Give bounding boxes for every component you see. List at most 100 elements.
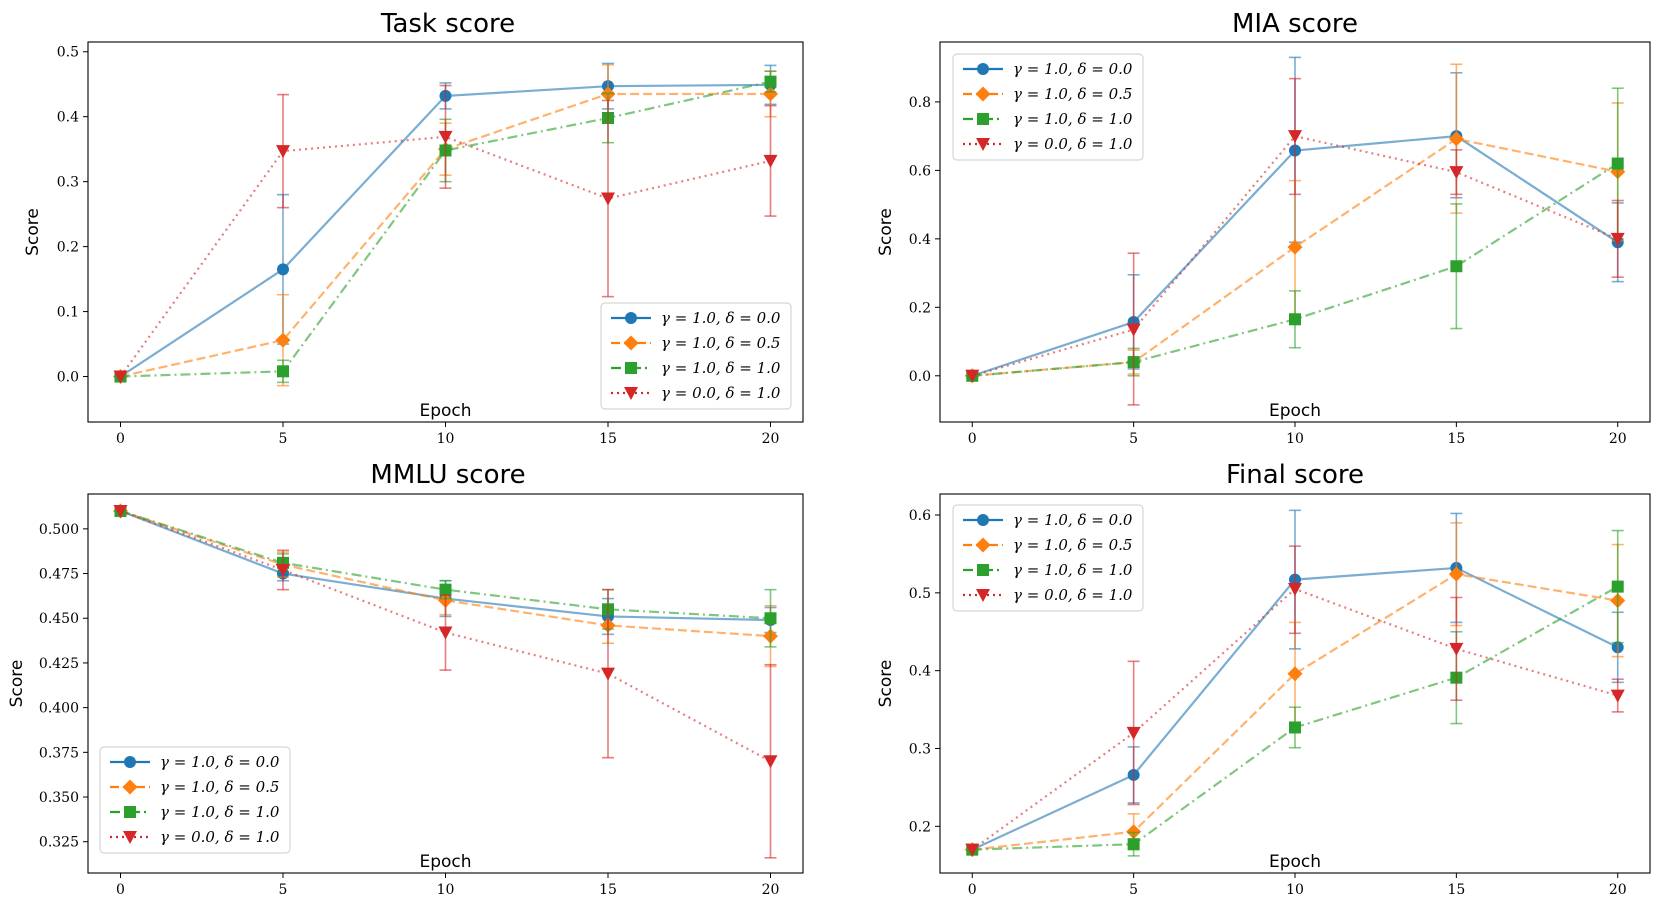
legend-label: γ = 1.0, δ = 0.0 <box>1013 511 1133 529</box>
legend-box <box>600 302 792 410</box>
legend-marker <box>124 756 136 768</box>
legend: γ = 1.0, δ = 0.0 γ = 1.0, δ = 0.5 γ = 1.0,… <box>952 53 1144 161</box>
series-green <box>966 529 1624 857</box>
data-point <box>275 332 291 348</box>
legend: γ = 1.0, δ = 0.0 γ = 1.0, δ = 0.5 γ = 1.0,… <box>952 504 1144 612</box>
plot-frame <box>87 493 804 874</box>
legend-label: γ = 1.0, δ = 1.0 <box>1013 110 1133 128</box>
legend-marker <box>977 113 989 125</box>
y-tick-label: 0.5 <box>909 586 931 602</box>
legend-marker <box>625 312 637 324</box>
x-tick-label: 5 <box>1129 431 1138 447</box>
data-point <box>276 145 290 159</box>
series-red <box>965 545 1625 857</box>
data-point <box>1287 666 1303 682</box>
data-point <box>763 86 778 102</box>
legend-marker <box>975 86 991 102</box>
data-point <box>1610 689 1625 703</box>
y-axis-label: Score <box>23 208 43 256</box>
x-tick-label: 0 <box>968 882 977 898</box>
x-tick-label: 20 <box>762 882 780 898</box>
x-tick-label: 20 <box>1609 431 1627 447</box>
panel-title: Final score <box>1226 460 1364 490</box>
x-tick-label: 0 <box>968 431 977 447</box>
panel-1: Task score Score Epoch 0 5 10 15 20 0.0 0.1 0.2 0.3… <box>23 9 804 447</box>
x-tick-label: 15 <box>1447 882 1465 898</box>
y-tick-label: 0.6 <box>909 508 931 524</box>
legend-marker <box>624 387 638 400</box>
x-tick-label: 0 <box>116 431 125 447</box>
x-axis-label: Epoch <box>1269 401 1321 421</box>
data-point <box>1289 313 1301 326</box>
legend-label: γ = 0.0, δ = 1.0 <box>1013 586 1133 604</box>
legend-label: γ = 1.0, δ = 1.0 <box>1013 561 1133 579</box>
y-tick-label: 0.475 <box>39 567 79 583</box>
legend-marker <box>977 564 989 576</box>
legend-label: γ = 1.0, δ = 1.0 <box>661 359 781 377</box>
y-tick-label: 0.5 <box>57 45 79 61</box>
data-point <box>276 563 290 577</box>
y-tick-label: 0.3 <box>57 175 79 191</box>
data-point <box>763 755 778 769</box>
x-tick-label: 5 <box>279 431 288 447</box>
legend: γ = 1.0, δ = 0.0 γ = 1.0, δ = 0.5 γ = 1.0,… <box>600 302 792 410</box>
y-tick-label: 0.4 <box>909 664 931 680</box>
plot-frame <box>939 493 1651 874</box>
y-tick-label: 0.375 <box>39 745 79 761</box>
x-tick-label: 5 <box>1129 882 1138 898</box>
x-tick-label: 15 <box>1447 431 1465 447</box>
legend-label: γ = 1.0, δ = 0.5 <box>160 778 279 796</box>
data-point <box>764 75 777 88</box>
series-line <box>120 80 771 378</box>
y-tick-label: 0.350 <box>39 790 79 806</box>
data-point <box>438 130 453 144</box>
panel-3: MMLU score Score Epoch 0 5 10 15 20 0.325 0.350 0.… <box>7 460 804 898</box>
y-tick-label: 0.425 <box>39 656 79 672</box>
x-tick-label: 10 <box>1286 431 1304 447</box>
x-tick-label: 10 <box>1286 882 1304 898</box>
y-tick-label: 0.0 <box>57 370 79 386</box>
legend-marker <box>623 335 639 351</box>
x-axis-label: Epoch <box>419 852 471 872</box>
y-tick-label: 0.2 <box>909 819 931 835</box>
panel-4: Final score Score Epoch 0 5 10 15 20 0.2 0.3 0.4 0.… <box>876 460 1651 898</box>
y-axis-label: Score <box>7 660 27 708</box>
legend-marker <box>123 831 137 844</box>
data-point <box>965 843 980 857</box>
data-point <box>439 583 452 596</box>
data-point <box>764 612 777 625</box>
x-tick-label: 15 <box>599 882 617 898</box>
x-tick-label: 10 <box>437 431 455 447</box>
data-point <box>1611 157 1624 170</box>
legend-box <box>952 53 1144 161</box>
data-point <box>1289 721 1301 734</box>
legend-marker <box>975 537 991 553</box>
data-point <box>1288 582 1302 596</box>
data-point <box>763 154 778 168</box>
legend-label: γ = 1.0, δ = 0.5 <box>1013 536 1132 554</box>
plot-frame <box>939 41 1651 423</box>
y-axis-label: Score <box>876 208 896 256</box>
data-point <box>1287 239 1303 255</box>
legend-label: γ = 0.0, δ = 1.0 <box>1013 135 1133 153</box>
y-tick-label: 0.1 <box>57 305 79 321</box>
x-tick-label: 10 <box>437 882 455 898</box>
legend-label: γ = 1.0, δ = 0.5 <box>1013 85 1132 103</box>
series-red <box>113 504 778 859</box>
y-tick-label: 0.4 <box>909 232 931 248</box>
y-tick-label: 0.4 <box>57 110 79 126</box>
series-red <box>113 84 778 384</box>
legend-marker <box>122 779 138 795</box>
panel-title: MMLU score <box>370 460 525 490</box>
data-point <box>965 369 980 383</box>
series-line <box>971 134 1619 377</box>
data-point <box>601 192 615 206</box>
data-point <box>1448 131 1464 147</box>
legend-box <box>952 504 1144 612</box>
y-tick-label: 0.2 <box>909 300 931 316</box>
x-tick-label: 20 <box>1609 882 1627 898</box>
data-point <box>277 263 289 276</box>
data-point <box>1449 166 1464 180</box>
data-point <box>1288 130 1302 144</box>
